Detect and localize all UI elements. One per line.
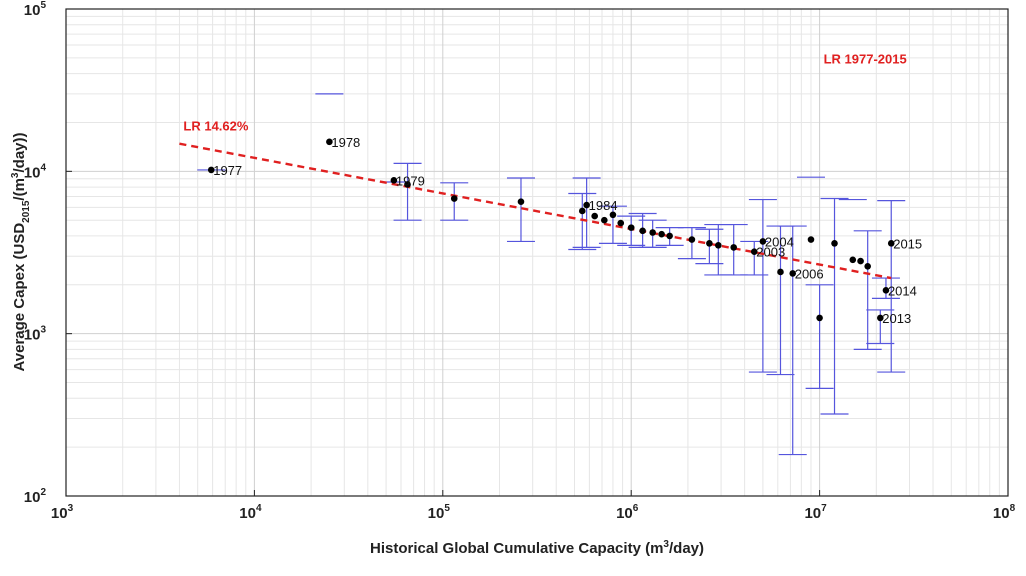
fit-line bbox=[179, 142, 892, 280]
error-bar bbox=[877, 200, 906, 373]
data-point bbox=[517, 198, 525, 206]
data-point bbox=[777, 268, 784, 276]
year-label: 1984 bbox=[589, 198, 618, 213]
data-point bbox=[450, 195, 458, 202]
year-label: 2004 bbox=[765, 234, 794, 249]
grid-minor bbox=[66, 9, 1008, 496]
x-axis-ticks: 103 104 105 106 107 108 bbox=[51, 490, 1016, 522]
error-bar bbox=[572, 177, 601, 248]
error-bar bbox=[677, 227, 706, 260]
data-point bbox=[715, 242, 722, 249]
data-point bbox=[857, 257, 864, 265]
plot-frame bbox=[65, 8, 1009, 497]
data-point bbox=[730, 244, 738, 251]
annotation-label: LR 1977-2015 bbox=[824, 52, 907, 67]
y-axis-title: Average Capex (USD2015/(m3/day)) bbox=[10, 133, 32, 372]
y-axis-ticks: 102 103 104 105 bbox=[24, 0, 72, 506]
x-tick-label: 106 bbox=[616, 503, 639, 522]
data-point bbox=[807, 236, 815, 243]
plot-background bbox=[66, 9, 1008, 496]
data-point bbox=[877, 314, 884, 322]
data-point bbox=[706, 240, 713, 247]
data-point bbox=[583, 201, 590, 209]
error-bar bbox=[748, 198, 777, 373]
data-point bbox=[759, 238, 767, 245]
year-label: 1978 bbox=[331, 135, 360, 150]
data-point bbox=[649, 229, 656, 236]
y-tick-label: 103 bbox=[24, 325, 47, 344]
data-point bbox=[658, 230, 665, 238]
error-bar bbox=[820, 197, 849, 415]
y-tick-label: 104 bbox=[24, 162, 47, 181]
data-point bbox=[750, 248, 758, 255]
data-points bbox=[207, 138, 895, 322]
year-label: 2014 bbox=[888, 283, 917, 298]
error-bar bbox=[506, 177, 535, 243]
data-point bbox=[688, 236, 696, 243]
data-point bbox=[864, 263, 871, 270]
data-point bbox=[591, 212, 598, 220]
data-point bbox=[666, 232, 673, 240]
data-point bbox=[601, 216, 608, 224]
data-point bbox=[617, 219, 625, 227]
error-bar bbox=[568, 192, 597, 251]
data-point bbox=[390, 177, 398, 184]
data-point bbox=[578, 207, 586, 215]
error-bar bbox=[805, 284, 834, 390]
data-point bbox=[887, 240, 895, 247]
data-point bbox=[789, 270, 797, 277]
year-label: 2015 bbox=[893, 236, 922, 251]
data-point bbox=[404, 181, 411, 188]
year-label: 1977 bbox=[213, 163, 242, 178]
error-bar bbox=[778, 225, 807, 456]
year-label: 2003 bbox=[756, 245, 785, 260]
x-tick-label: 108 bbox=[993, 503, 1016, 522]
annotation-label: LR 14.62% bbox=[183, 119, 248, 134]
data-point bbox=[831, 240, 838, 247]
year-label: 2013 bbox=[882, 311, 911, 326]
data-point bbox=[326, 138, 333, 146]
data-point bbox=[849, 256, 857, 264]
error-bar bbox=[853, 230, 882, 350]
data-point bbox=[816, 314, 823, 322]
x-tick-label: 105 bbox=[428, 503, 451, 522]
data-point bbox=[207, 166, 215, 174]
learning-rate-fit-line bbox=[179, 142, 892, 280]
annotations: LR 14.62% LR 1977-2015 bbox=[183, 52, 906, 134]
error-bar bbox=[393, 162, 422, 221]
data-point bbox=[627, 224, 635, 231]
x-axis-title: Historical Global Cumulative Capacity (m… bbox=[370, 539, 704, 557]
x-tick-label: 104 bbox=[239, 503, 262, 522]
year-label: 1979 bbox=[396, 173, 425, 188]
x-tick-label: 107 bbox=[804, 503, 827, 522]
data-point bbox=[639, 227, 646, 235]
x-tick-label: 103 bbox=[51, 503, 74, 522]
data-point bbox=[882, 286, 890, 294]
y-tick-label: 102 bbox=[24, 487, 47, 506]
year-label: 2006 bbox=[795, 266, 824, 281]
y-tick-label: 105 bbox=[24, 0, 47, 19]
data-point bbox=[609, 211, 617, 219]
